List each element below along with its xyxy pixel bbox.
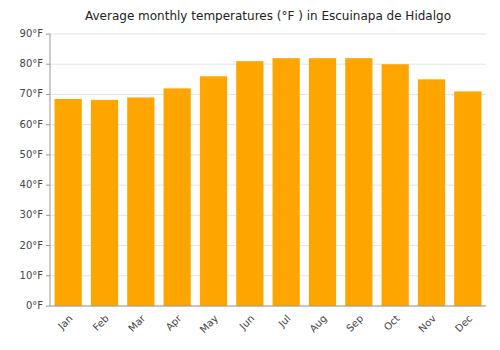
- chart-container: Average monthly temperatures (°F ) in Es…: [0, 0, 500, 350]
- y-axis: 0°F 10°F 20°F 30°F 40°F 50°F 60°F 70°F 80°F 90°F: [20, 28, 50, 311]
- x-tick-label: Apr: [164, 312, 185, 333]
- grid-line: [50, 306, 486, 307]
- y-tick: [46, 124, 50, 125]
- y-tick: [46, 34, 50, 35]
- y-tick-label: 70°F: [20, 88, 44, 99]
- y-tick-label: 10°F: [20, 270, 44, 281]
- grid-line: [50, 64, 486, 65]
- y-tick-label: 60°F: [20, 119, 44, 130]
- bar: [55, 99, 82, 306]
- bar: [91, 100, 118, 306]
- y-tick: [46, 306, 50, 307]
- grid-line: [50, 34, 486, 35]
- title: Average monthly temperatures (°F ) in Es…: [85, 9, 451, 23]
- bar: [418, 79, 445, 306]
- y-tick: [46, 64, 50, 65]
- x-tick-label: Feb: [91, 313, 111, 333]
- bar: [273, 58, 300, 306]
- y-tick: [46, 245, 50, 246]
- x-tick-label: Jan: [55, 313, 74, 332]
- bar: [164, 88, 191, 306]
- x-tick-label: May: [198, 313, 220, 335]
- x-axis: Jan Feb Mar Apr May Jun Jul Aug Sep Oct Nov Dec: [55, 312, 474, 335]
- x-tick-label: Aug: [307, 313, 329, 335]
- x-tick-label: Nov: [416, 313, 438, 335]
- bars: [55, 58, 482, 306]
- y-tick: [46, 215, 50, 216]
- bar: [382, 64, 409, 306]
- y-tick-label: 90°F: [20, 28, 44, 39]
- bar: [309, 58, 336, 306]
- x-tick-label: Jun: [237, 313, 257, 333]
- x-axis-line: [50, 306, 486, 307]
- y-tick: [46, 275, 50, 276]
- x-tick-label: Dec: [453, 313, 474, 334]
- bar: [236, 61, 263, 306]
- chart-svg: Average monthly temperatures (°F ) in Es…: [0, 0, 500, 350]
- bar: [454, 91, 481, 306]
- y-tick-label: 80°F: [20, 58, 44, 69]
- x-tick-label: Mar: [126, 312, 148, 334]
- x-tick-label: Oct: [382, 313, 402, 333]
- bar: [200, 76, 227, 306]
- y-tick-label: 0°F: [26, 300, 43, 311]
- y-tick: [46, 154, 50, 155]
- y-axis-line: [50, 34, 51, 306]
- bar: [127, 97, 154, 306]
- y-tick-label: 20°F: [20, 240, 44, 251]
- bar: [345, 58, 372, 306]
- y-tick: [46, 185, 50, 186]
- x-tick-label: Sep: [344, 313, 365, 334]
- x-tick-label: Jul: [276, 313, 293, 330]
- y-tick-label: 40°F: [20, 179, 44, 190]
- y-tick-label: 50°F: [20, 149, 44, 160]
- y-grid: [50, 34, 486, 306]
- y-tick: [46, 94, 50, 95]
- y-tick-label: 30°F: [20, 209, 44, 220]
